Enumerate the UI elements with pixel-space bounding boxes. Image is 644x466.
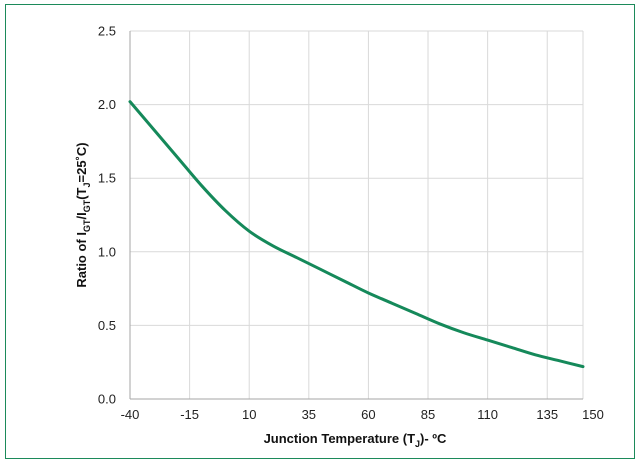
y-tick-label: 0.0 (98, 392, 116, 407)
tick-labels: 0.0 0.5 1.0 1.5 2.0 2.5 -40 -15 10 35 60 85 110 135 15… (98, 24, 604, 423)
x-tick-label: 110 (477, 407, 498, 422)
x-tick-label: 85 (421, 407, 435, 422)
x-tick-label: 10 (242, 407, 256, 422)
series-line (128, 100, 585, 369)
x-tick-label: 60 (361, 407, 375, 422)
x-axis-title: Junction Temperature (TJ)- ºC (264, 431, 447, 449)
series (128, 100, 585, 369)
x-tick-label: 35 (302, 407, 316, 422)
x-tick-label: 135 (536, 407, 558, 422)
y-tick-label: 0.5 (98, 318, 116, 333)
y-tick-label: 2.0 (98, 97, 116, 112)
y-tick-label: 2.5 (98, 24, 116, 39)
chart-frame (5, 4, 635, 459)
x-tick-label: -40 (121, 407, 140, 422)
grid (130, 30, 584, 399)
x-tick-label: 150 (582, 407, 604, 422)
y-tick-label: 1.5 (98, 171, 116, 186)
y-tick-label: 1.0 (98, 244, 116, 259)
y-axis-title: Ratio of IGT/IGT(TJ=25˚C) (74, 142, 92, 287)
axes (129, 31, 583, 400)
x-tick-label: -15 (180, 407, 199, 422)
